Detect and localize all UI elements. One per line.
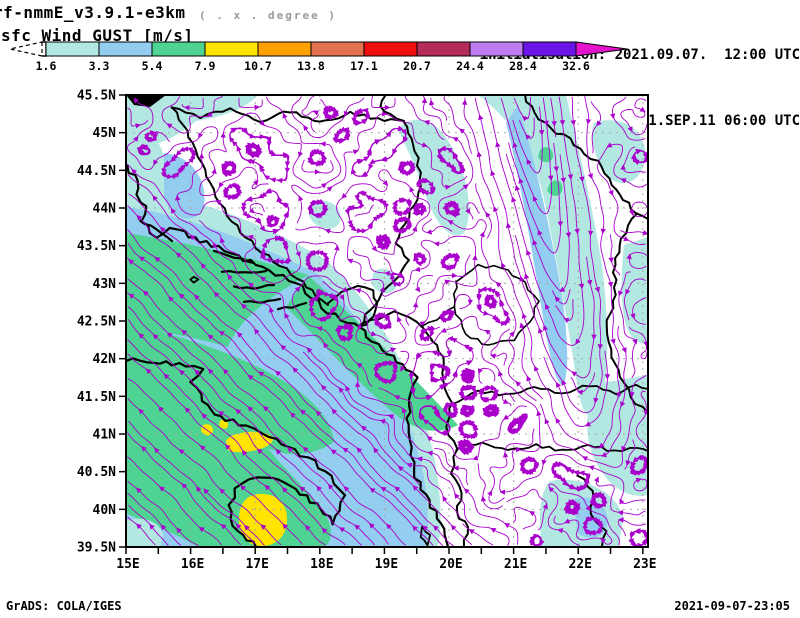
colorbar-level-label: 28.4 <box>509 59 537 73</box>
colorbar-level-label: 1.6 <box>36 59 57 73</box>
lat-tick-label: 42N <box>93 352 117 367</box>
lat-tick-label: 44.5N <box>77 164 116 179</box>
colorbar-box <box>204 41 259 57</box>
lat-tick-label: 40.5N <box>77 465 116 480</box>
croatia-montenegro-albania-coast <box>126 164 450 547</box>
lat-tick-label: 41N <box>93 428 117 443</box>
gust-shading-7.9-10.7 <box>239 493 288 546</box>
country-border <box>455 441 648 452</box>
colorbar-level-label: 13.8 <box>297 59 325 73</box>
lon-tick-label: 22E <box>568 557 591 572</box>
country-border <box>170 106 329 306</box>
model-resolution-note: ( . x . degree ) <box>199 9 337 22</box>
weather-map: 45.5N 45N 44.5N 44N 43.5N 43N 42.5N 42N 41.5N 41N… <box>77 89 657 573</box>
colorbar: 1.6 3.3 5.4 7.9 10.7 13.8 17.1 20.7 24.4 28.4 32.6 <box>9 41 628 73</box>
colorbar-level-label: 7.9 <box>195 59 216 73</box>
colorbar-box <box>151 41 206 57</box>
streamline-arrowheads <box>128 97 648 547</box>
island-outline <box>212 249 256 265</box>
country-border <box>326 284 379 327</box>
lon-tick-label: 23E <box>633 557 656 572</box>
lat-tick-label: 40N <box>93 503 117 518</box>
colorbar-box <box>310 41 365 57</box>
lon-tick-label: 16E <box>181 557 204 572</box>
colorbar-underflow-arrow <box>9 41 43 57</box>
country-border <box>379 95 405 122</box>
country-border <box>170 106 405 123</box>
island-outline <box>276 301 308 311</box>
colorbar-box <box>363 41 418 57</box>
corner-land-wedge <box>126 95 166 107</box>
lat-tick-label: 44N <box>93 202 117 217</box>
lon-tick-label: 19E <box>375 557 398 572</box>
gust-shading-3.3-5.4 <box>164 153 205 219</box>
gust-shading-1.6-3.3 <box>126 123 167 213</box>
colorbar-overflow-arrow <box>575 41 628 57</box>
field-title: sfc Wind GUST [m/s] <box>1 26 194 45</box>
colorbar-box <box>522 41 577 57</box>
colorbar-box <box>45 41 100 57</box>
colorbar-box <box>469 41 524 57</box>
gust-shading-5.4-7.9 <box>126 233 308 347</box>
gust-shading-3.3-5.4 <box>506 105 568 386</box>
lat-tick-label: 43.5N <box>77 239 116 254</box>
creation-timestamp: 2021-09-07-23:05 <box>674 599 790 613</box>
lon-tick-label: 17E <box>245 557 268 572</box>
lat-tick-label: 45.5N <box>77 89 116 104</box>
country-border <box>430 339 469 547</box>
colorbar-level-label: 3.3 <box>89 59 110 73</box>
lon-tick-label: 20E <box>439 557 462 572</box>
lon-tick-label: 15E <box>116 557 139 572</box>
colorbar-box <box>98 41 153 57</box>
colorbar-level-label: 5.4 <box>142 59 163 73</box>
model-title: rf-nmmE_v3.9.1-e3km <box>0 3 186 22</box>
island-outline <box>419 525 431 547</box>
initialisation-time: initialisation: 2021.09.07. 12:00 UTC <box>479 47 800 63</box>
colorbar-level-label: 20.7 <box>403 59 431 73</box>
gust-shading-7.9-10.7 <box>219 419 229 429</box>
island-outline <box>189 275 200 284</box>
colorbar-level-label: 32.6 <box>562 59 590 73</box>
gust-shading-1.6-3.3 <box>126 95 258 147</box>
gust-shading-1.6-3.3 <box>371 268 397 294</box>
gust-shading-1.6-3.3 <box>478 95 608 417</box>
gust-shading-1.6-3.3 <box>592 120 646 184</box>
colorbar-level-label: 24.4 <box>456 59 484 73</box>
colorbar-box <box>257 41 312 57</box>
colorbar-level-label: 17.1 <box>350 59 378 73</box>
country-border <box>359 310 433 341</box>
lat-tick-label: 42.5N <box>77 315 116 330</box>
map-plot-area <box>126 95 648 547</box>
island-outline <box>220 269 268 274</box>
gust-shading-5.4-7.9 <box>126 323 334 547</box>
country-border <box>453 263 540 346</box>
lat-tick-label: 41.5N <box>77 390 116 405</box>
wind-streamlines <box>126 95 648 547</box>
colorbar-level-label: 10.7 <box>244 59 272 73</box>
colorbar-box <box>416 41 471 57</box>
lat-tick-label: 43N <box>93 277 117 292</box>
grads-credit: GrADS: COLA/IGES <box>6 599 122 613</box>
gust-shading-7.9-10.7 <box>226 431 274 453</box>
lat-tick-label: 45N <box>93 126 117 141</box>
lon-tick-label: 21E <box>504 557 527 572</box>
lon-tick-label: 18E <box>310 557 333 572</box>
lat-tick-label: 39.5N <box>77 541 116 556</box>
